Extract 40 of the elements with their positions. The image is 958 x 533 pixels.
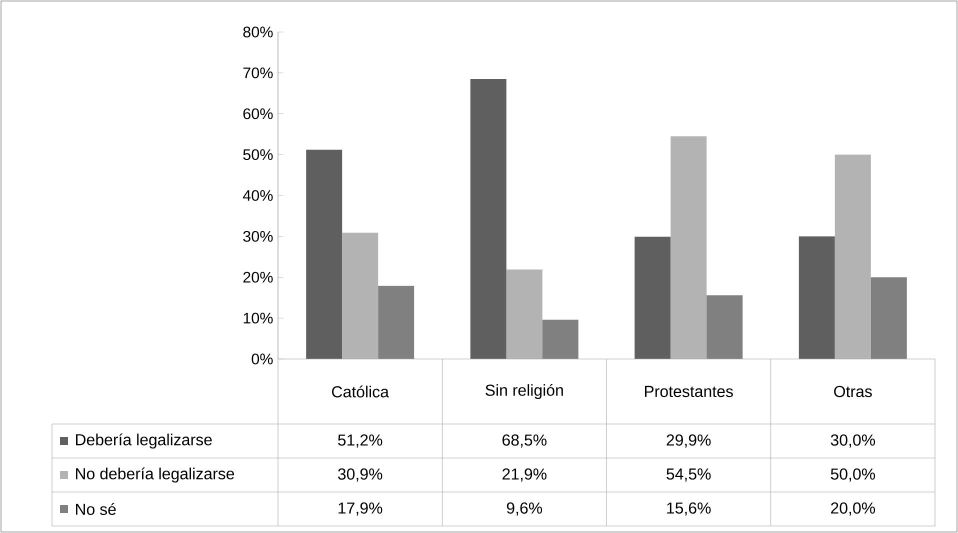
legend-label: No sé [76, 503, 116, 515]
data-label: 29,9% [666, 434, 711, 448]
bar [834, 154, 871, 359]
bar [378, 286, 414, 359]
data-label: 15,6% [667, 502, 711, 516]
data-label: 50,0% [830, 468, 876, 482]
x-tick-label: Sin religión [486, 384, 563, 400]
bar [670, 136, 707, 359]
bar [342, 232, 378, 359]
x-tick-label: Otras [834, 386, 872, 398]
y-tick-label: 70% [243, 67, 273, 78]
bar [470, 79, 506, 359]
y-tick-label: 50% [243, 149, 273, 160]
bar [798, 236, 835, 359]
bar [542, 320, 578, 359]
data-label: 20,0% [831, 502, 876, 516]
bar [306, 150, 342, 359]
data-label: 68,5% [502, 434, 547, 448]
bar [506, 269, 542, 359]
bar [870, 277, 907, 359]
bar [706, 295, 743, 359]
y-tick-label: 60% [243, 108, 273, 120]
y-tick-label: 0% [252, 354, 273, 364]
data-label: 54,5% [666, 468, 711, 482]
data-label: 51,2% [338, 434, 382, 448]
bar [634, 236, 671, 359]
x-tick-label: Católica [332, 386, 389, 398]
y-tick-label: 80% [243, 26, 273, 38]
y-tick-label: 20% [243, 272, 273, 283]
y-tick-label: 30% [243, 230, 273, 242]
data-label: 30,0% [830, 434, 876, 448]
y-tick-label: 40% [242, 190, 273, 201]
data-label: 9,6% [506, 502, 542, 516]
legend-label: Debería legalizarse [76, 433, 212, 449]
y-tick-label: 10% [244, 312, 273, 324]
data-label: 17,9% [338, 502, 382, 516]
x-tick-label: Protestantes [645, 386, 733, 398]
legend-label: No debería legalizarse [76, 467, 234, 483]
data-label: 21,9% [502, 468, 547, 482]
data-label: 30,9% [338, 468, 382, 482]
